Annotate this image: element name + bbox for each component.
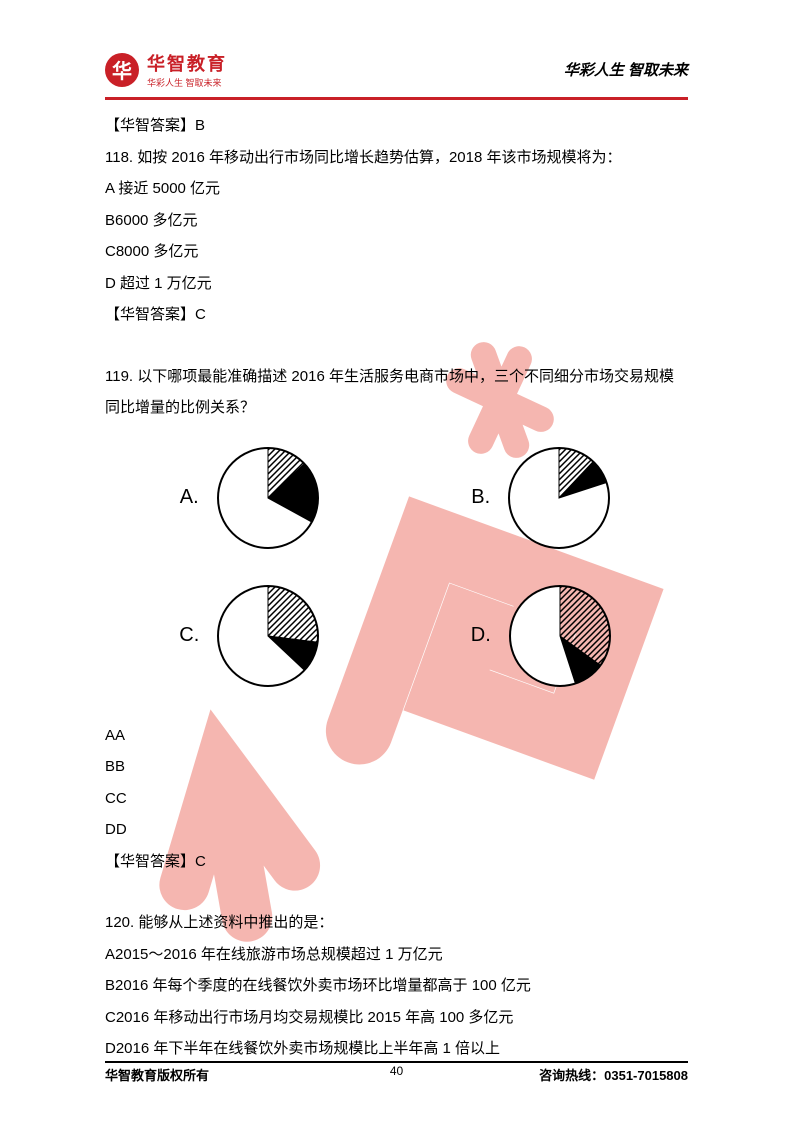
q120-opt-c: C2016 年移动出行市场月均交易规模比 2015 年高 100 多亿元 <box>105 1002 688 1034</box>
q119-opt-cc: CC <box>105 783 688 815</box>
logo-block: 华 华智教育 华彩人生 智取未来 <box>105 50 227 89</box>
q118-answer: 【华智答案】C <box>105 299 688 331</box>
q118-opt-b: B6000 多亿元 <box>105 205 688 237</box>
answer-prev: 【华智答案】B <box>105 110 688 142</box>
pie-chart-d <box>506 582 614 690</box>
header-divider <box>105 97 688 100</box>
footer-divider <box>105 1061 688 1063</box>
q119-opt-bb: BB <box>105 751 688 783</box>
q119-opt-aa: AA <box>105 720 688 752</box>
q119-answer: 【华智答案】C <box>105 846 688 878</box>
pie-chart-b <box>505 444 613 552</box>
q120-opt-b: B2016 年每个季度的在线餐饮外卖市场环比增量都高于 100 亿元 <box>105 970 688 1002</box>
pie-label-b: B. <box>471 486 490 509</box>
q118-opt-d: D 超过 1 万亿元 <box>105 268 688 300</box>
q120-stem: 120. 能够从上述资料中推出的是： <box>105 907 688 939</box>
q120-opt-d: D2016 年下半年在线餐饮外卖市场规模比上半年高 1 倍以上 <box>105 1033 688 1065</box>
logo-subtitle: 华彩人生 智取未来 <box>147 76 227 89</box>
page-footer: 华智教育版权所有 咨询热线：0351-7015808 <box>105 1061 688 1084</box>
q119-stem: 119. 以下哪项最能准确描述 2016 年生活服务电商市场中，三个不同细分市场… <box>105 361 688 424</box>
page-header: 华 华智教育 华彩人生 智取未来 华彩人生 智取未来 <box>105 50 688 89</box>
pie-label-a: A. <box>180 486 199 509</box>
pie-row-1: A. B. <box>105 444 688 552</box>
pie-chart-a <box>214 444 322 552</box>
q118-opt-a: A 接近 5000 亿元 <box>105 173 688 205</box>
logo-icon: 华 <box>105 53 139 87</box>
document-content: 【华智答案】B 118. 如按 2016 年移动出行市场同比增长趋势估算，201… <box>105 110 688 1065</box>
footer-left: 华智教育版权所有 <box>105 1065 209 1084</box>
q119-opt-dd: DD <box>105 814 688 846</box>
pie-row-2: C. D. <box>105 582 688 690</box>
pie-label-d: D. <box>471 624 491 647</box>
footer-right: 咨询热线：0351-7015808 <box>539 1065 688 1084</box>
q120-opt-a: A2015～2016 年在线旅游市场总规模超过 1 万亿元 <box>105 939 688 971</box>
header-slogan: 华彩人生 智取未来 <box>564 59 688 80</box>
q118-stem: 118. 如按 2016 年移动出行市场同比增长趋势估算，2018 年该市场规模… <box>105 142 688 174</box>
pie-chart-c <box>214 582 322 690</box>
logo-title: 华智教育 <box>147 50 227 76</box>
q118-opt-c: C8000 多亿元 <box>105 236 688 268</box>
pie-label-c: C. <box>179 624 199 647</box>
